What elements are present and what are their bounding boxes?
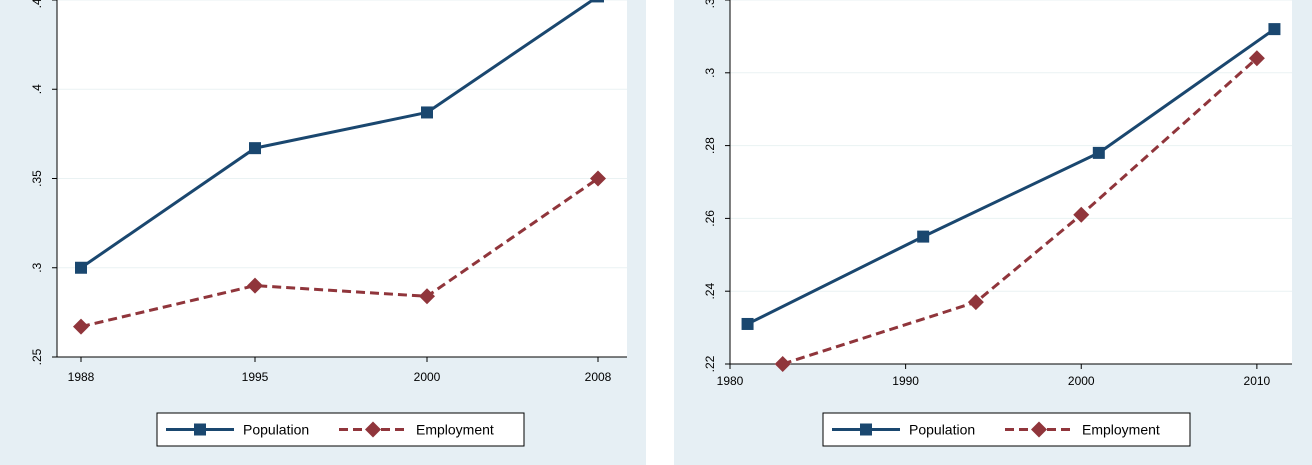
legend-marker-square xyxy=(860,423,872,436)
left-chart-panel: .25 .3 .35 .4 .45 1988 1995 2000 2008 Population E… xyxy=(0,0,646,465)
legend-label-population: Population xyxy=(909,422,975,438)
y-tick-label: .3 xyxy=(30,262,44,272)
y-tick-label: .25 xyxy=(30,348,44,365)
x-tick-label: 1980 xyxy=(717,374,744,388)
data-point-population xyxy=(592,0,604,3)
data-point-population xyxy=(75,261,87,274)
series-line-employment xyxy=(80,177,599,329)
y-tick-label: .4 xyxy=(30,84,44,94)
legend-marker-diamond xyxy=(365,421,381,438)
x-tick-label: 1990 xyxy=(892,374,919,388)
legend-marker-diamond xyxy=(1031,421,1047,438)
x-tick-label: 1995 xyxy=(242,370,269,384)
data-point-population xyxy=(249,142,261,155)
y-tick-label: .28 xyxy=(703,137,717,154)
y-tick-label: .22 xyxy=(703,355,717,372)
right-chart-panel: .22 .24 .26 .28 .3 .32 1980 1990 2000 2010 Populat… xyxy=(674,0,1312,465)
data-point-population xyxy=(1268,23,1281,36)
data-point-employment xyxy=(73,318,89,335)
data-point-employment xyxy=(774,356,791,372)
right-plot-area xyxy=(730,0,1292,364)
y-tick-label: .3 xyxy=(703,67,717,77)
x-tick-label: 2008 xyxy=(585,370,612,384)
legend-marker-square xyxy=(194,423,206,436)
series-line-employment xyxy=(782,57,1258,366)
y-tick-label: .32 xyxy=(703,0,717,8)
data-point-employment xyxy=(967,294,984,311)
data-point-population xyxy=(741,317,754,330)
x-tick-label: 2000 xyxy=(1068,374,1095,388)
x-tick-label: 2000 xyxy=(414,370,441,384)
y-tick-label: .24 xyxy=(703,283,717,300)
legend-label-population: Population xyxy=(243,422,309,438)
legend-label-employment: Employment xyxy=(1082,422,1160,438)
right-line-chart: .22 .24 .26 .28 .3 .32 1980 1990 2000 2010 Populat… xyxy=(703,0,1292,447)
series-line-population xyxy=(746,27,1276,326)
y-tick-label: .45 xyxy=(30,0,44,8)
legend-label-employment: Employment xyxy=(416,422,494,438)
x-tick-label: 1988 xyxy=(68,370,95,384)
y-tick-label: .26 xyxy=(703,210,717,227)
data-point-employment xyxy=(1248,50,1265,67)
data-point-population xyxy=(1092,146,1105,159)
data-point-population xyxy=(421,106,433,119)
left-line-chart: .25 .3 .35 .4 .45 1988 1995 2000 2008 Population E… xyxy=(30,0,627,447)
data-point-employment xyxy=(247,277,263,294)
y-tick-label: .35 xyxy=(30,170,44,187)
series-line-population xyxy=(80,0,596,269)
data-point-employment xyxy=(1073,206,1090,223)
data-point-employment xyxy=(590,170,606,187)
data-point-employment xyxy=(419,288,435,305)
x-tick-label: 2010 xyxy=(1244,374,1271,388)
data-point-population xyxy=(917,230,930,243)
